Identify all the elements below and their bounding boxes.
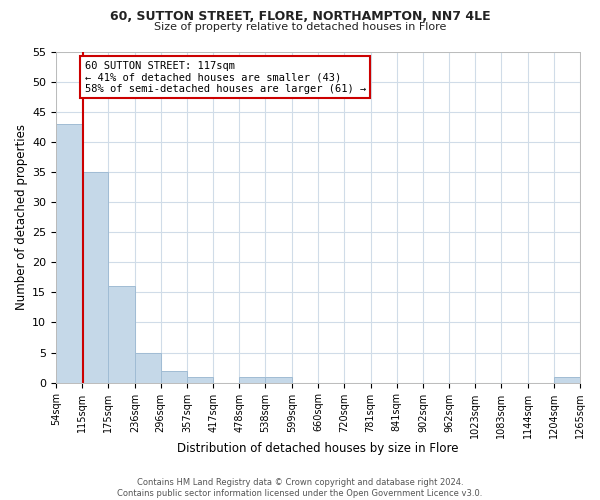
Bar	[187, 376, 213, 382]
Text: Size of property relative to detached houses in Flore: Size of property relative to detached ho…	[154, 22, 446, 32]
Text: 60 SUTTON STREET: 117sqm
← 41% of detached houses are smaller (43)
58% of semi-d: 60 SUTTON STREET: 117sqm ← 41% of detach…	[85, 60, 366, 94]
Bar	[135, 352, 161, 382]
Bar	[56, 124, 82, 382]
Text: Contains HM Land Registry data © Crown copyright and database right 2024.
Contai: Contains HM Land Registry data © Crown c…	[118, 478, 482, 498]
Bar	[239, 376, 265, 382]
Bar	[109, 286, 135, 382]
Bar	[265, 376, 292, 382]
Bar	[82, 172, 109, 382]
Bar	[554, 376, 580, 382]
Bar	[161, 370, 187, 382]
X-axis label: Distribution of detached houses by size in Flore: Distribution of detached houses by size …	[177, 442, 459, 455]
Y-axis label: Number of detached properties: Number of detached properties	[15, 124, 28, 310]
Text: 60, SUTTON STREET, FLORE, NORTHAMPTON, NN7 4LE: 60, SUTTON STREET, FLORE, NORTHAMPTON, N…	[110, 10, 490, 23]
